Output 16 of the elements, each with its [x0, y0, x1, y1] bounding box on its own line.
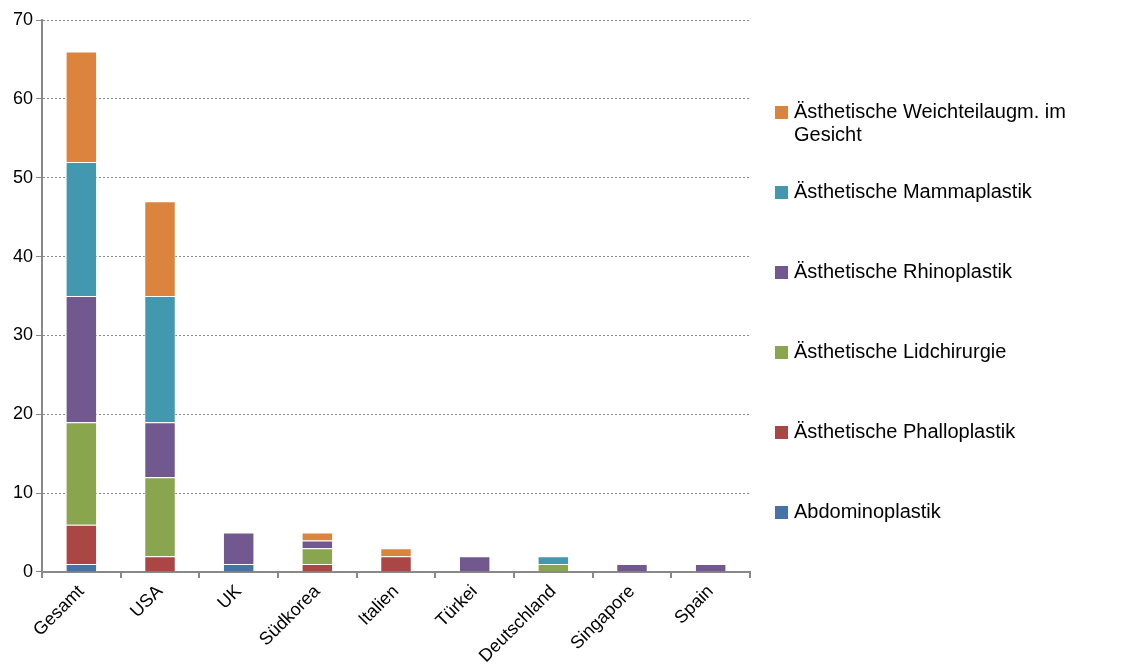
y-tick-label: 70: [12, 8, 34, 29]
legend-label: Abdominoplastik: [794, 500, 941, 523]
legend-label: Ästhetische Rhinoplastik: [794, 260, 1012, 283]
y-tick-label: 60: [12, 87, 34, 108]
legend-label: Ästhetische Lidchirurgie: [794, 340, 1007, 363]
y-tick-label: 50: [12, 166, 34, 187]
legend-label: Ästhetische Weichteilaugm. im Gesicht: [794, 100, 1067, 146]
y-tick-label: 40: [12, 245, 34, 266]
y-tick-label: 0: [23, 560, 34, 581]
x-tick-label: USA: [126, 580, 167, 622]
x-tick-label: UK: [213, 580, 246, 613]
y-tick-label: 20: [12, 403, 34, 424]
y-tick-label: 30: [12, 324, 34, 345]
legend-label: Ästhetische Phalloplastik: [794, 420, 1016, 443]
legend-label: Ästhetische Mammaplastik: [794, 180, 1032, 203]
y-tick-label: 10: [12, 482, 34, 503]
